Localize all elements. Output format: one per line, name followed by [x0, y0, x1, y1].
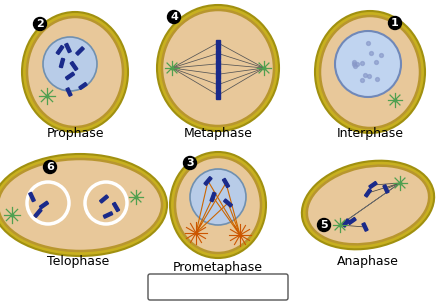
Bar — [65, 43, 71, 53]
Bar — [34, 209, 42, 217]
Text: 1: 1 — [391, 18, 399, 28]
Ellipse shape — [175, 157, 261, 253]
Ellipse shape — [0, 154, 167, 256]
Circle shape — [335, 31, 401, 97]
Text: Metaphase: Metaphase — [183, 127, 253, 139]
Bar — [216, 59, 220, 69]
Ellipse shape — [307, 166, 429, 244]
Text: Prometaphase: Prometaphase — [173, 260, 263, 274]
Bar — [66, 88, 72, 96]
Circle shape — [44, 160, 56, 174]
Ellipse shape — [170, 152, 266, 258]
Ellipse shape — [302, 161, 434, 249]
Bar — [70, 61, 78, 70]
Bar — [383, 185, 389, 193]
Bar — [29, 192, 35, 202]
Bar — [364, 189, 371, 197]
Bar — [103, 212, 113, 218]
Bar — [99, 195, 108, 203]
Bar — [56, 45, 64, 55]
Circle shape — [190, 169, 246, 225]
Bar — [76, 47, 84, 55]
Text: Prophase: Prophase — [46, 127, 104, 139]
Text: 6: 6 — [46, 162, 54, 172]
Circle shape — [33, 17, 47, 30]
Bar — [216, 70, 220, 78]
Bar — [216, 40, 220, 48]
Ellipse shape — [320, 16, 420, 128]
Circle shape — [43, 37, 97, 91]
Text: Anaphase: Anaphase — [337, 256, 399, 268]
Bar — [348, 217, 356, 224]
Bar — [362, 223, 368, 231]
Bar — [66, 72, 74, 80]
Bar — [223, 178, 230, 188]
Bar — [216, 80, 220, 88]
Bar — [40, 201, 48, 209]
Bar — [342, 219, 349, 227]
Bar — [113, 202, 120, 212]
Text: 4: 4 — [170, 12, 178, 22]
Circle shape — [389, 16, 401, 30]
Ellipse shape — [315, 11, 425, 133]
Circle shape — [318, 218, 330, 231]
Bar — [59, 58, 65, 68]
Bar — [204, 177, 212, 185]
Bar — [216, 89, 220, 99]
Bar — [224, 199, 232, 207]
Circle shape — [183, 156, 197, 170]
Circle shape — [168, 10, 180, 23]
Bar — [216, 49, 220, 59]
Bar — [210, 192, 216, 202]
Text: 3: 3 — [186, 158, 194, 168]
Text: Interphase: Interphase — [337, 127, 403, 139]
Bar — [369, 181, 377, 188]
Ellipse shape — [27, 17, 123, 127]
Text: 2: 2 — [36, 19, 44, 29]
Ellipse shape — [0, 159, 162, 251]
Ellipse shape — [157, 5, 279, 131]
Text: Telophase: Telophase — [47, 256, 109, 268]
FancyBboxPatch shape — [148, 274, 288, 300]
Text: 5: 5 — [320, 220, 328, 230]
Ellipse shape — [22, 12, 128, 132]
Ellipse shape — [162, 10, 274, 126]
Bar — [79, 82, 87, 90]
